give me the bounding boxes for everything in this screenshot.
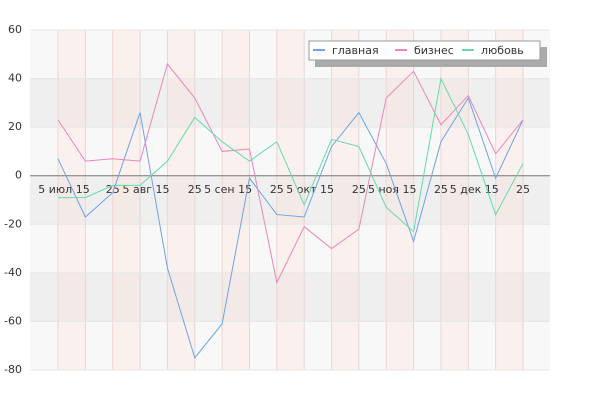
- y-tick-label: 0: [15, 169, 22, 182]
- legend-label: любовь: [481, 44, 524, 57]
- y-tick-label: -40: [4, 266, 22, 279]
- series-line: [57, 96, 524, 359]
- x-tick-label: 5 сен 15: [204, 183, 252, 196]
- stripe: [331, 30, 359, 370]
- stripe: [276, 30, 305, 370]
- y-tick-label: -20: [4, 217, 22, 230]
- x-tick-label: 25: [188, 183, 202, 196]
- x-tick-label: 5 авг 15: [123, 183, 170, 196]
- stripe: [440, 30, 469, 370]
- band: [30, 78, 550, 128]
- stripe: [495, 30, 523, 370]
- x-tick-label: 25: [270, 183, 284, 196]
- legend: [308, 40, 541, 61]
- legend-label: главная: [332, 44, 379, 57]
- y-tick-label: 40: [8, 72, 22, 85]
- x-tick-label: 5 ноя 15: [368, 183, 417, 196]
- series-line: [57, 62, 524, 285]
- y-tick-label: -80: [4, 363, 22, 376]
- y-tick-label: 20: [8, 120, 22, 133]
- x-tick-label: 25: [434, 183, 448, 196]
- stripe: [386, 30, 414, 370]
- band: [30, 272, 550, 322]
- y-tick-label: -60: [4, 314, 22, 327]
- legend-label: бизнес: [414, 44, 454, 57]
- x-tick-label: 5 дек 15: [450, 183, 499, 196]
- x-tick-label: 25: [106, 183, 120, 196]
- x-tick-label: 5 июл 15: [38, 183, 89, 196]
- x-tick-label: 25: [516, 183, 530, 196]
- stripe: [58, 30, 86, 370]
- stripe: [112, 30, 141, 370]
- series-line: [58, 76, 524, 233]
- y-tick-label: 60: [8, 23, 22, 36]
- x-tick-label: 25: [352, 183, 366, 196]
